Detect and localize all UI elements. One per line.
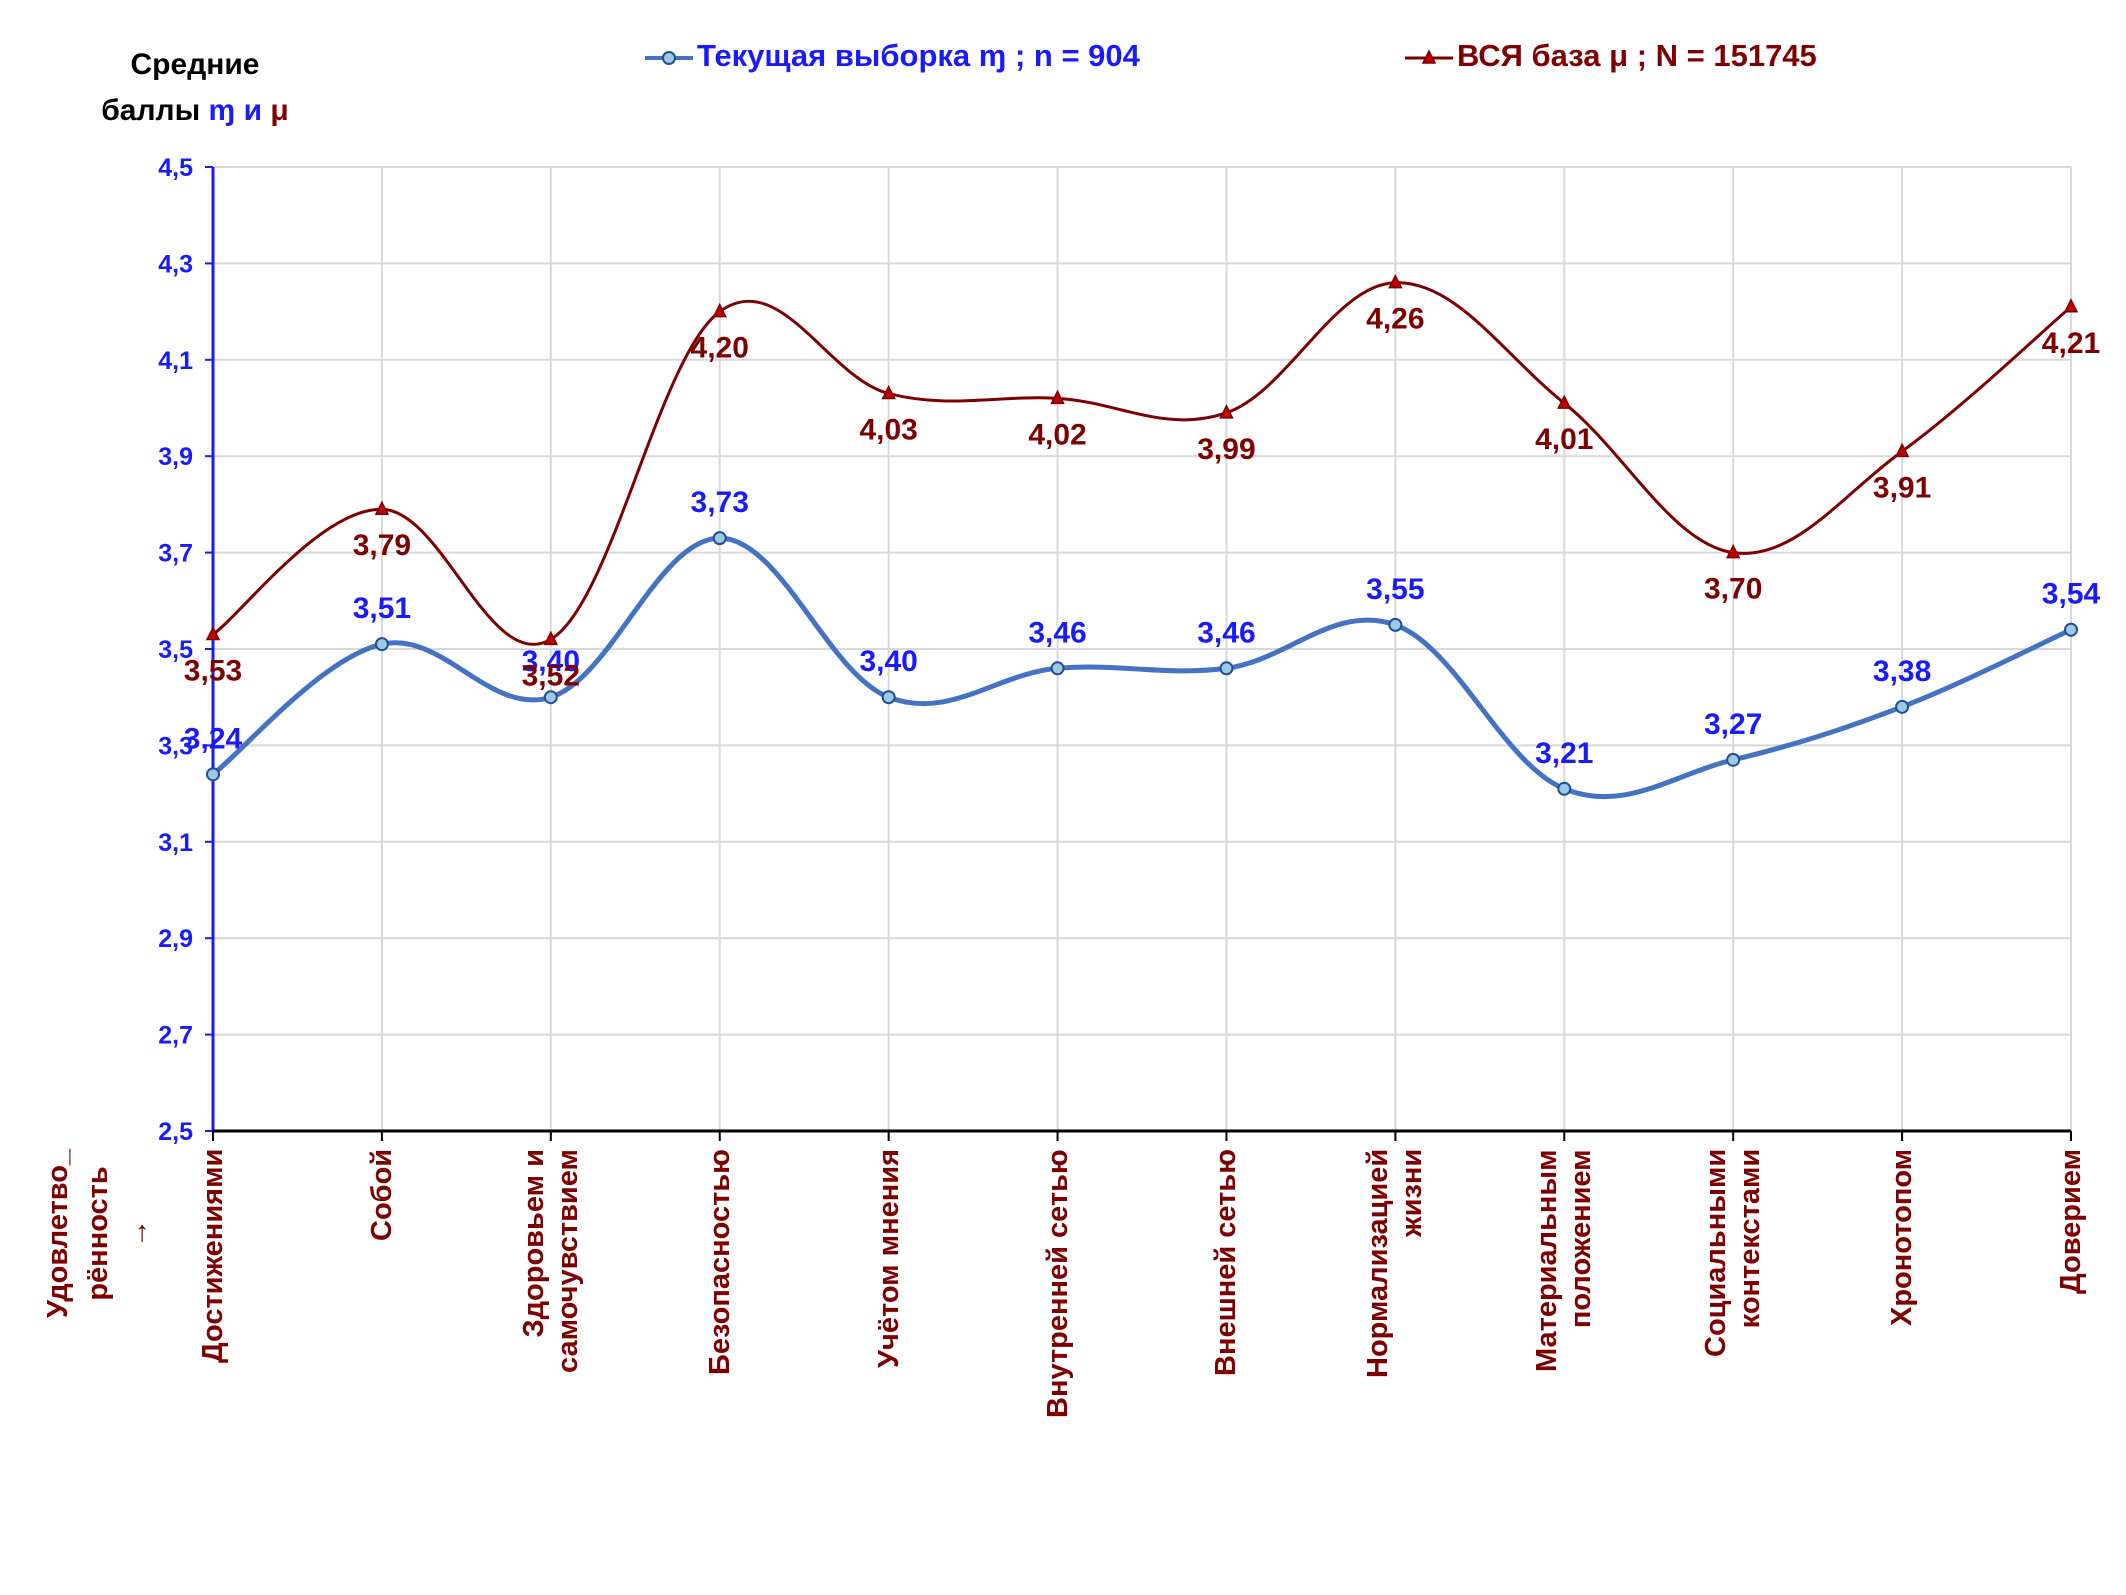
marker-sample [1557, 781, 1572, 796]
series-markers [205, 274, 2079, 796]
data-label-sample: 3,21 [1535, 737, 1593, 770]
marker-base [881, 384, 896, 400]
category-label: Материальным положением [1531, 1149, 1598, 1372]
ytick-label: 3,1 [158, 829, 193, 857]
ytick-label: 4,1 [158, 347, 193, 375]
y-axis-title: Средние баллы ɱ и μ [90, 42, 300, 134]
data-label-sample: 3,54 [2042, 578, 2101, 611]
y-axis-title-line1: Средние [130, 48, 260, 81]
y-axis-title-line2: баллы ɱ и μ [90, 88, 300, 134]
marker-base [205, 625, 221, 641]
ytick-label: 3,7 [158, 540, 193, 568]
data-label-sample: 3,46 [1197, 616, 1255, 649]
marker-sample [543, 690, 558, 705]
category-label: Внешней сетью [1210, 1149, 1243, 1376]
category-label: Социальными контекстами [1700, 1148, 1767, 1357]
data-label-base: 4,20 [691, 332, 749, 365]
ytick-label: 4,3 [158, 250, 193, 278]
y-axis-title-symbol-sample: ɱ [208, 94, 236, 127]
data-label-sample: 3,55 [1366, 573, 1424, 606]
y-axis-title-symbol-base: μ [270, 94, 289, 127]
category-label: Хронотопом [1886, 1148, 1919, 1326]
marker-base [1388, 274, 1403, 289]
data-label-sample: 3,51 [353, 592, 411, 625]
marker-sample [1388, 617, 1403, 632]
category-label: Здоровьем и самочувствием [517, 1149, 584, 1373]
data-label-base: 3,53 [184, 655, 242, 688]
marker-base [1557, 394, 1572, 409]
data-label-sample: 3,46 [1028, 616, 1086, 649]
marker-sample [881, 690, 896, 705]
category-label: Достижениями [197, 1148, 229, 1363]
gridlines [212, 166, 2072, 1132]
marker-sample [206, 767, 220, 782]
data-label-base: 3,91 [1873, 471, 1931, 504]
data-label-sample: 3,40 [522, 645, 580, 678]
marker-base [374, 500, 390, 515]
data-label-base: 3,70 [1704, 573, 1762, 606]
marker-base [2063, 298, 2079, 313]
data-label-base: 4,26 [1366, 303, 1424, 336]
data-label-base: 3,52 [522, 659, 580, 692]
marker-sample [1726, 752, 1741, 767]
ytick-label: 2,9 [158, 925, 193, 953]
marker-sample [1050, 661, 1065, 676]
axes: 2,5 2,7 2,9 3,1 3,3 3,5 3,7 3,9 4,1 4,3 4,5 [158, 154, 2072, 1146]
ytick-label: 2,5 [158, 1118, 193, 1146]
marker-base [1219, 404, 1234, 419]
legend-label-base: ВСЯ база μ ; N = 151745 [1457, 38, 1817, 73]
data-labels: 3,24 3,51 3,40 3,73 3,40 3,46 3,46 3,55 3,21 3,27… [184, 303, 2101, 770]
ytick-label: 4,5 [158, 154, 193, 182]
legend-item-base: ВСЯ база μ ; N = 151745 [1405, 38, 1817, 74]
category-label: Доверием [2055, 1148, 2087, 1294]
legend-item-sample: Текущая выборка ɱ ; n = 904 [645, 38, 1140, 74]
series-line-sample [211, 535, 2073, 800]
marker-sample [2064, 622, 2078, 637]
marker-sample [374, 637, 389, 652]
data-label-base: 4,02 [1028, 418, 1086, 451]
data-label-sample: 3,24 [184, 722, 243, 755]
category-label: Безопасностью [703, 1149, 736, 1375]
marker-base [543, 630, 559, 646]
marker-base [1725, 543, 1741, 559]
data-label-sample: 3,27 [1704, 708, 1762, 741]
marker-sample [1895, 699, 1910, 714]
y-axis-title-and: и [243, 94, 263, 127]
legend-label-sample: Текущая выборка ɱ ; n = 904 [697, 38, 1140, 73]
ytick-label: 2,7 [158, 1022, 193, 1050]
data-label-base: 3,99 [1197, 433, 1255, 466]
data-label-base: 4,21 [2042, 327, 2100, 360]
category-label: Нормализацией жизни [1362, 1148, 1429, 1378]
x-corner-label: Удовлетво_ рённость → [42, 1148, 154, 1318]
data-label-sample: 3,40 [859, 645, 917, 678]
series-line-base [212, 281, 2072, 646]
legend-swatch-sample [645, 50, 693, 65]
data-label-base: 3,79 [353, 529, 411, 562]
marker-sample [712, 531, 727, 546]
marker-base [1050, 389, 1065, 405]
ytick-label: 3,9 [158, 443, 193, 471]
ytick-label: 3,5 [158, 636, 193, 664]
data-label-sample: 3,73 [691, 486, 749, 519]
category-label: Собой [365, 1148, 398, 1241]
category-label: Учётом мнения [872, 1148, 905, 1368]
marker-base [1894, 442, 1910, 458]
marker-sample [1219, 661, 1234, 676]
y-axis-title-word: баллы [101, 94, 201, 127]
category-label: Внутренней сетью [1041, 1149, 1074, 1418]
data-label-base: 4,03 [859, 414, 917, 447]
marker-base [712, 302, 727, 318]
data-label-base: 4,01 [1535, 423, 1593, 456]
legend-swatch-base [1405, 49, 1453, 64]
ytick-label: 3,3 [158, 732, 193, 760]
data-label-sample: 3,38 [1873, 655, 1931, 688]
